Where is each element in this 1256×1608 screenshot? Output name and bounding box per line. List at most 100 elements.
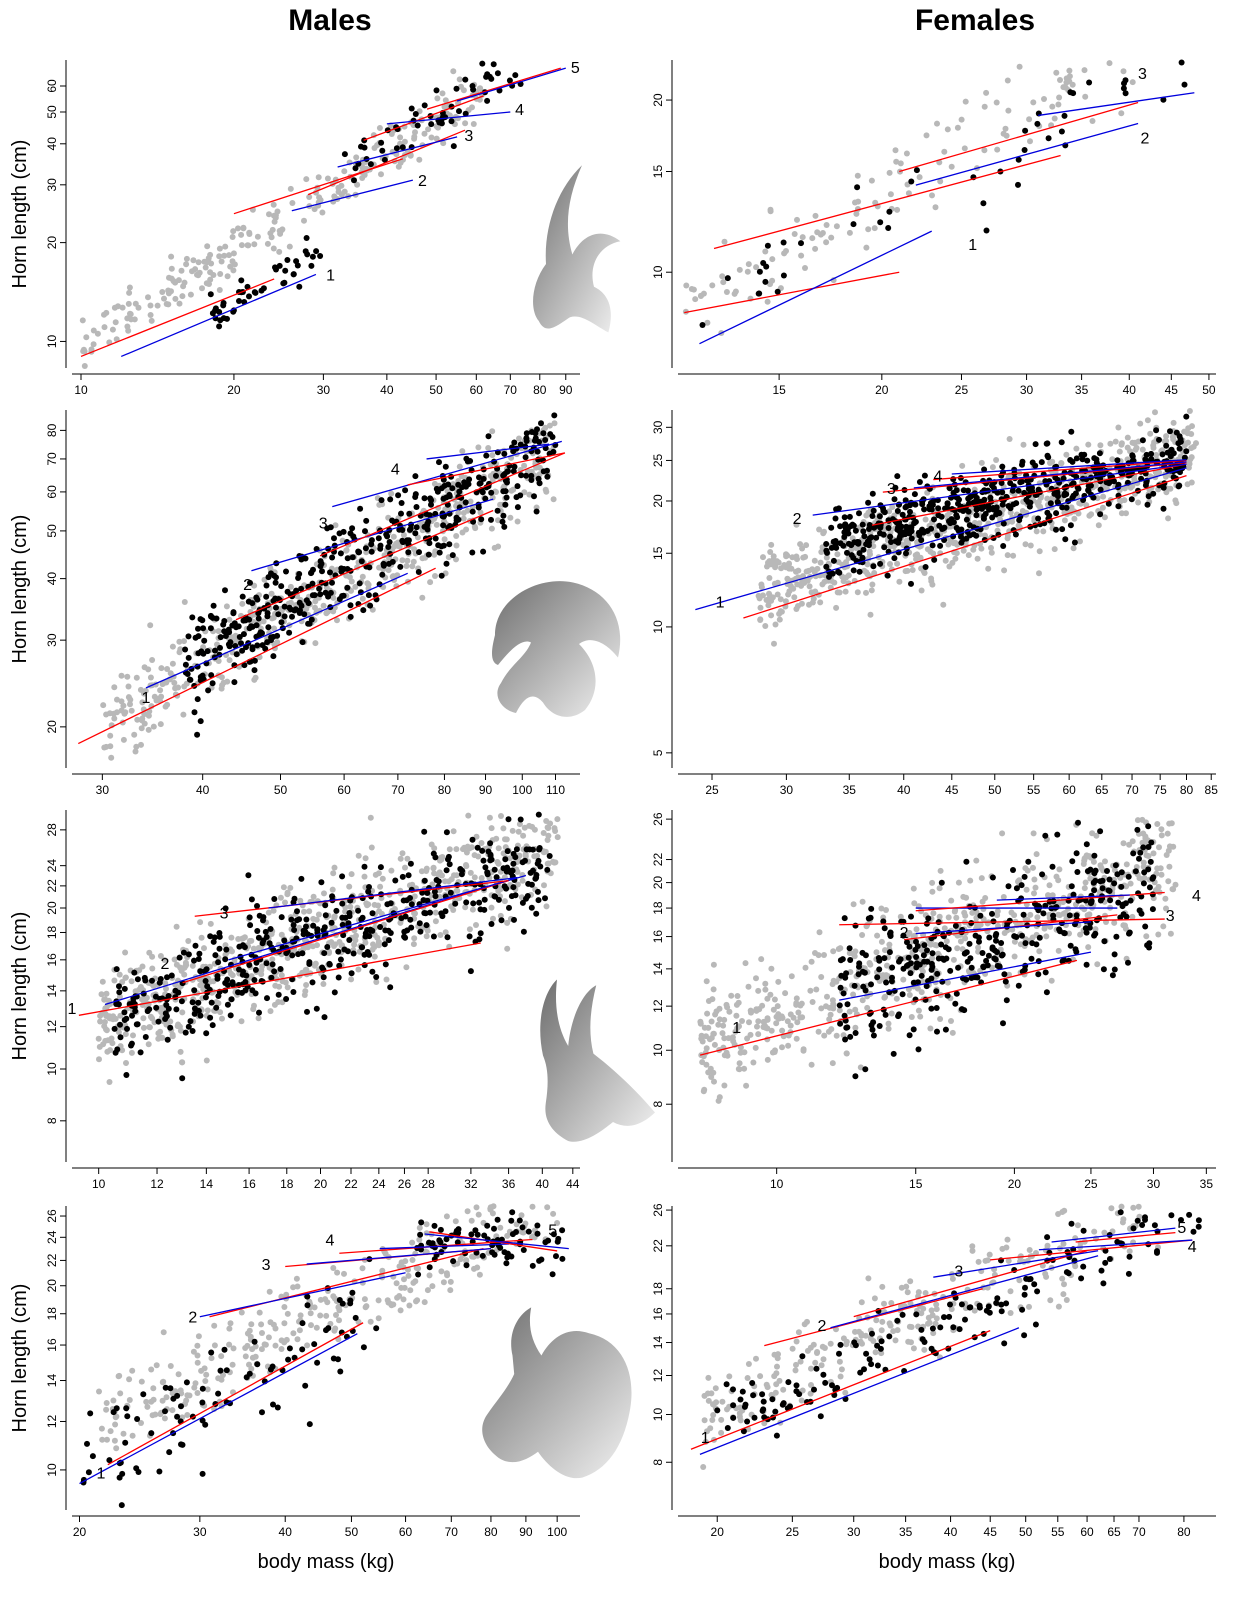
black-data-point bbox=[877, 560, 884, 567]
gray-data-point bbox=[994, 912, 1001, 919]
black-data-point bbox=[1000, 520, 1007, 527]
black-data-point bbox=[902, 531, 909, 538]
gray-data-point bbox=[371, 953, 378, 960]
y-tick-label: 70 bbox=[45, 452, 59, 466]
black-data-point bbox=[965, 508, 972, 515]
y-tick-label: 24 bbox=[45, 859, 59, 873]
black-data-point bbox=[272, 264, 278, 271]
black-data-point bbox=[494, 507, 501, 514]
gray-data-point bbox=[111, 977, 118, 984]
gray-data-point bbox=[771, 640, 777, 647]
gray-data-point bbox=[821, 952, 827, 958]
gray-data-point bbox=[976, 520, 983, 527]
gray-data-point bbox=[1155, 931, 1162, 938]
gray-data-point bbox=[254, 233, 261, 240]
black-data-point bbox=[301, 611, 308, 618]
gray-data-point bbox=[207, 920, 214, 927]
gray-data-point bbox=[130, 1032, 136, 1039]
gray-data-point bbox=[540, 830, 547, 836]
gray-data-point bbox=[169, 643, 176, 650]
black-data-point bbox=[191, 709, 198, 716]
black-data-point bbox=[162, 1016, 169, 1022]
gray-data-point bbox=[980, 906, 987, 912]
black-data-point bbox=[1006, 917, 1013, 924]
gray-data-point bbox=[145, 712, 152, 719]
x-tick-label: 28 bbox=[421, 1177, 435, 1191]
black-data-point bbox=[974, 505, 981, 512]
black-data-point bbox=[1147, 858, 1154, 865]
red-regression-line-3 bbox=[899, 101, 1139, 173]
black-data-point bbox=[256, 1009, 262, 1016]
gray-data-point bbox=[799, 1014, 806, 1021]
black-data-point bbox=[298, 875, 305, 882]
black-data-point bbox=[254, 928, 261, 934]
gray-data-point bbox=[824, 993, 830, 1000]
red-regression-line-2 bbox=[713, 154, 1061, 250]
black-data-point bbox=[248, 896, 255, 903]
black-data-point bbox=[973, 496, 980, 503]
gray-data-point bbox=[390, 533, 397, 540]
gray-data-point bbox=[128, 1049, 135, 1056]
gray-data-point bbox=[1156, 469, 1163, 476]
gray-data-point bbox=[1118, 110, 1125, 117]
gray-data-point bbox=[1085, 944, 1092, 951]
gray-data-point bbox=[1056, 866, 1063, 873]
black-data-point bbox=[1067, 522, 1074, 529]
black-data-point bbox=[326, 960, 333, 967]
black-data-point bbox=[290, 271, 297, 278]
gray-data-point bbox=[467, 869, 474, 876]
gray-data-point bbox=[762, 623, 769, 629]
gray-data-point bbox=[942, 557, 949, 564]
x-tick-label: 30 bbox=[1020, 383, 1034, 397]
gray-data-point bbox=[1055, 877, 1062, 884]
y-tick-label: 10 bbox=[651, 620, 665, 634]
black-data-point bbox=[1067, 942, 1074, 949]
gray-data-point bbox=[118, 672, 125, 679]
gray-data-point bbox=[361, 873, 368, 880]
gray-data-point bbox=[787, 1022, 794, 1029]
gray-data-point bbox=[999, 830, 1006, 837]
black-data-point bbox=[908, 178, 915, 185]
black-data-point bbox=[892, 484, 899, 491]
gray-data-point bbox=[1001, 930, 1008, 936]
gray-data-point bbox=[894, 206, 901, 213]
black-data-point bbox=[238, 277, 245, 284]
black-data-point bbox=[405, 549, 412, 556]
gray-data-point bbox=[700, 290, 707, 297]
data-points bbox=[100, 412, 559, 761]
x-tick-label: 32 bbox=[464, 1177, 478, 1191]
line-group-label: 3 bbox=[220, 906, 229, 923]
black-data-point bbox=[1029, 484, 1035, 491]
gray-data-point bbox=[703, 1061, 710, 1068]
gray-data-point bbox=[319, 209, 326, 216]
black-data-point bbox=[268, 637, 274, 644]
blue-regression-line-2 bbox=[291, 179, 413, 212]
gray-data-point bbox=[974, 555, 981, 562]
gray-data-point bbox=[764, 995, 771, 1002]
black-data-point bbox=[241, 662, 248, 669]
gray-data-point bbox=[893, 158, 900, 165]
gray-data-point bbox=[407, 152, 414, 159]
gray-data-point bbox=[157, 721, 164, 728]
gray-data-point bbox=[736, 1066, 743, 1073]
gray-data-point bbox=[908, 1014, 915, 1020]
gray-data-point bbox=[179, 293, 186, 300]
black-data-point bbox=[413, 504, 420, 510]
gray-data-point bbox=[507, 855, 513, 862]
gray-data-point bbox=[127, 311, 134, 318]
black-data-point bbox=[1060, 475, 1067, 482]
gray-data-point bbox=[985, 565, 992, 572]
y-tick-label: 40 bbox=[45, 572, 59, 586]
black-data-point bbox=[226, 629, 233, 636]
gray-data-point bbox=[229, 258, 236, 265]
black-data-point bbox=[888, 539, 894, 545]
gray-data-point bbox=[1030, 830, 1037, 837]
black-data-point bbox=[273, 604, 279, 611]
y-tick-label: 20 bbox=[45, 236, 59, 250]
gray-data-point bbox=[176, 649, 183, 656]
gray-data-point bbox=[287, 599, 294, 606]
y-tick-label: 60 bbox=[45, 79, 59, 93]
black-data-point bbox=[877, 530, 883, 537]
black-data-point bbox=[317, 558, 324, 565]
black-data-point bbox=[132, 1008, 139, 1015]
